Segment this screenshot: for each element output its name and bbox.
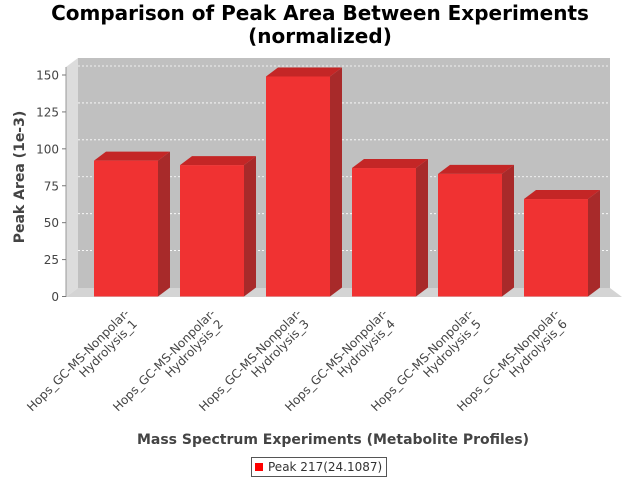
y-tick-label: 75: [44, 179, 59, 193]
legend-entry: Peak 217(24.1087): [268, 460, 383, 474]
bar-side: [330, 67, 342, 297]
x-axis-label: Mass Spectrum Experiments (Metabolite Pr…: [136, 432, 530, 448]
bar-side: [502, 164, 514, 297]
y-tick-label: 50: [44, 216, 59, 230]
bar: [180, 165, 244, 297]
bar-top: [94, 151, 170, 161]
y-tick-label: 100: [36, 142, 59, 156]
chart-title: Comparison of Peak Area Between Experime…: [0, 2, 640, 48]
chart-title-line-1: Comparison of Peak Area Between Experime…: [51, 1, 589, 25]
bar: [94, 160, 158, 297]
bar-top: [352, 159, 428, 169]
bar-top: [524, 190, 600, 200]
chart-title-line-2: (normalized): [248, 24, 392, 48]
y-tick-label: 25: [44, 253, 59, 267]
bar: [352, 168, 416, 297]
bar: [266, 76, 330, 297]
bar-side: [588, 190, 600, 297]
bar: [524, 199, 588, 297]
legend: Peak 217(24.1087): [251, 457, 388, 477]
y-tick-label: 0: [51, 290, 59, 304]
bar-top: [266, 67, 342, 77]
y-tick-label: 150: [36, 69, 59, 83]
legend-swatch: [255, 463, 263, 471]
bar-side: [158, 151, 170, 297]
y-tick-label: 125: [36, 105, 59, 119]
bar-top: [438, 164, 514, 174]
y-axis-label-text: Peak Area (1e-3): [12, 110, 28, 244]
bar: [438, 173, 502, 297]
bar-side: [244, 156, 256, 297]
bar-side: [416, 159, 428, 297]
bar-top: [180, 156, 256, 166]
plot-left-wall: [66, 58, 78, 297]
